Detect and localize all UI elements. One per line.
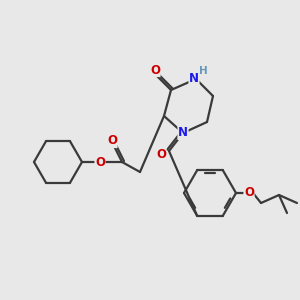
Text: N: N <box>178 127 188 140</box>
Text: O: O <box>150 64 160 76</box>
Text: O: O <box>156 148 166 161</box>
Text: O: O <box>107 134 117 148</box>
Text: N: N <box>189 73 199 85</box>
Text: O: O <box>95 155 105 169</box>
Text: H: H <box>199 66 207 76</box>
Text: O: O <box>244 187 254 200</box>
